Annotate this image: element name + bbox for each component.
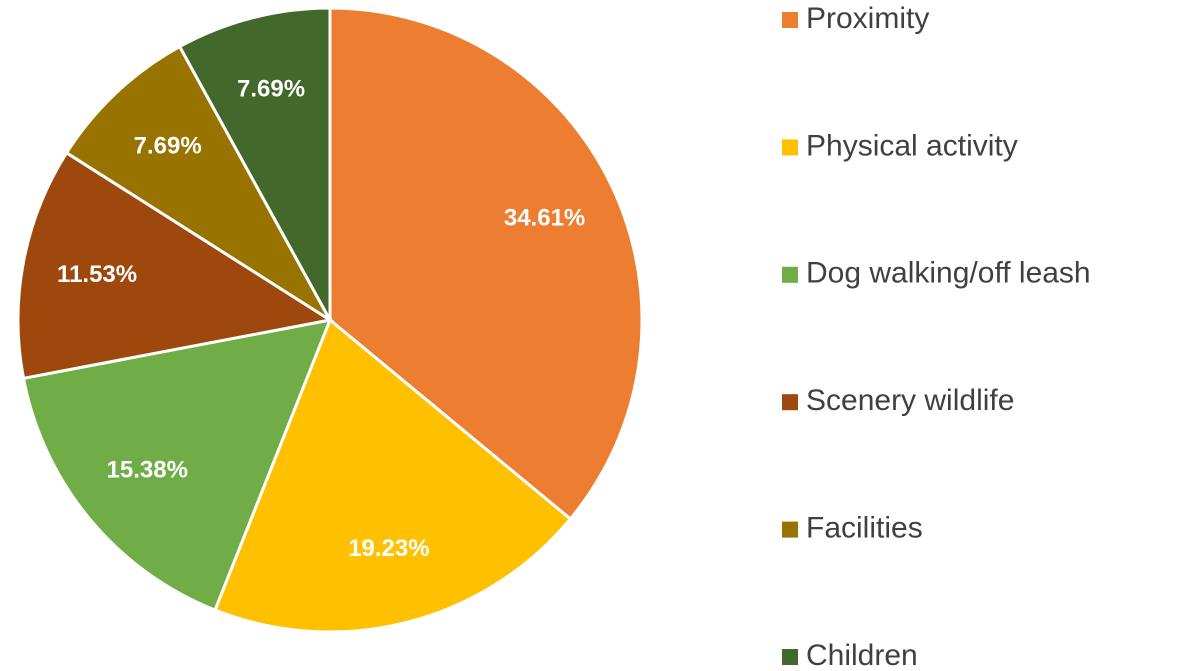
- pie-slice: [64, 44, 332, 322]
- legend-swatch: [782, 521, 798, 538]
- legend-label: Children: [806, 639, 918, 671]
- value-label: 15.38%: [107, 456, 188, 483]
- legend-swatch: [782, 394, 798, 411]
- legend-label: Facilities: [806, 512, 923, 545]
- legend-swatch: [782, 139, 798, 156]
- legend-swatch: [782, 266, 798, 283]
- value-label: 7.69%: [237, 76, 305, 103]
- value-label: 19.23%: [348, 535, 429, 562]
- pie-slice: [21, 318, 333, 612]
- legend-label: Physical activity: [806, 129, 1018, 162]
- pie-slice: [177, 6, 332, 321]
- legend-swatch: [782, 649, 798, 665]
- pie-slice: [213, 317, 573, 634]
- legend-label: Dog walking/off leash: [806, 257, 1091, 290]
- pie-slice: [16, 150, 335, 381]
- value-label: 34.61%: [504, 204, 585, 231]
- value-label: 11.53%: [57, 261, 137, 288]
- legend-swatch: [782, 12, 798, 28]
- pie-slice: [328, 6, 644, 522]
- legend-label: Scenery wildlife: [806, 384, 1014, 417]
- value-label: 7.69%: [134, 132, 202, 159]
- legend-label: Proximity: [806, 2, 929, 35]
